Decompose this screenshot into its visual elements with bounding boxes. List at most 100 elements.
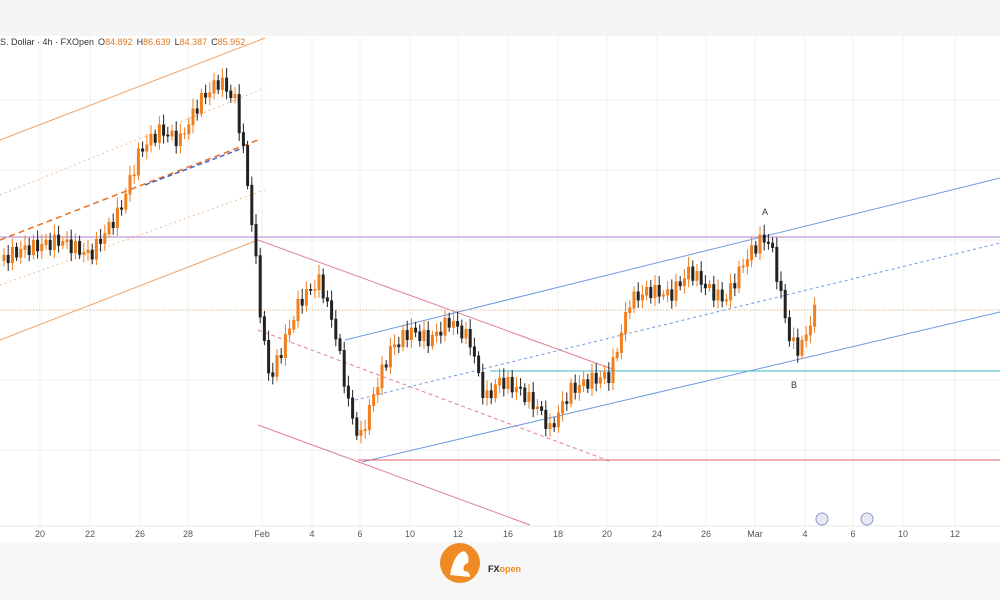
candle-body bbox=[729, 283, 733, 301]
candle-body bbox=[775, 246, 779, 282]
candle-body bbox=[661, 294, 665, 297]
candle-body bbox=[325, 297, 329, 302]
candle-body bbox=[10, 246, 14, 264]
channel-line bbox=[257, 239, 616, 371]
candle-body bbox=[355, 417, 359, 436]
candle-body bbox=[149, 133, 153, 146]
x-tick-label: Mar bbox=[747, 529, 763, 539]
candle-body bbox=[439, 331, 443, 336]
x-tick-label: 20 bbox=[602, 529, 612, 539]
logo-text: FXopen bbox=[488, 564, 521, 574]
candle-body bbox=[346, 385, 350, 399]
event-icons bbox=[815, 512, 874, 526]
candle-body bbox=[657, 284, 661, 297]
x-tick-label: 26 bbox=[135, 529, 145, 539]
candle-body bbox=[766, 241, 770, 244]
candle-body bbox=[40, 243, 44, 252]
candle-body bbox=[183, 133, 187, 135]
event-icon bbox=[860, 512, 874, 526]
candle-body bbox=[313, 289, 317, 291]
candle-body bbox=[703, 283, 707, 289]
candles bbox=[2, 68, 817, 444]
x-tick-label: 10 bbox=[898, 529, 908, 539]
candle-body bbox=[611, 357, 615, 384]
candle-body bbox=[69, 239, 73, 254]
candle-body bbox=[61, 241, 65, 246]
candle-body bbox=[52, 234, 56, 250]
x-tick-label: 28 bbox=[183, 529, 193, 539]
candle-body bbox=[502, 377, 506, 389]
candle-body bbox=[191, 108, 195, 126]
candle-body bbox=[19, 248, 23, 258]
candle-body bbox=[107, 221, 111, 235]
candle-body bbox=[750, 245, 754, 261]
candle-body bbox=[808, 325, 812, 336]
candle-body bbox=[640, 294, 644, 301]
candle-body bbox=[653, 284, 657, 299]
candle-body bbox=[804, 334, 808, 341]
candle-body bbox=[309, 289, 313, 291]
candle-body bbox=[607, 372, 611, 384]
candle-body bbox=[552, 423, 556, 428]
candle-body bbox=[489, 390, 493, 399]
candle-body bbox=[577, 384, 581, 393]
candle-body bbox=[288, 328, 292, 336]
candle-body bbox=[670, 289, 674, 301]
candle-body bbox=[523, 387, 527, 402]
x-tick-label: 6 bbox=[850, 529, 855, 539]
ohlc-key: H bbox=[137, 37, 144, 47]
footer bbox=[0, 542, 1000, 600]
candle-body bbox=[628, 307, 632, 314]
candle-body bbox=[103, 233, 107, 244]
candle-body bbox=[514, 386, 518, 393]
candle-body bbox=[216, 80, 220, 90]
drawings bbox=[0, 37, 1000, 526]
candle-body bbox=[120, 207, 124, 210]
candle-body bbox=[174, 130, 178, 147]
candle-body bbox=[254, 224, 258, 257]
plot-area bbox=[0, 36, 1000, 542]
candle-body bbox=[540, 406, 544, 411]
candle-body bbox=[745, 259, 749, 267]
candle-body bbox=[582, 379, 586, 386]
candle-body bbox=[48, 239, 52, 250]
candle-body bbox=[792, 337, 796, 342]
candle-body bbox=[220, 77, 224, 90]
candle-body bbox=[342, 349, 346, 387]
candle-body bbox=[262, 316, 266, 341]
candle-body bbox=[762, 234, 766, 243]
candle-body bbox=[115, 207, 119, 229]
x-tick-label: 10 bbox=[405, 529, 415, 539]
symbol: S. Dollar · 4h · FXOpen bbox=[0, 37, 94, 47]
candle-body bbox=[86, 249, 90, 254]
candle-body bbox=[212, 80, 216, 94]
candle-body bbox=[199, 92, 203, 114]
candle-body bbox=[250, 184, 254, 226]
candle-body bbox=[569, 382, 573, 404]
candle-body bbox=[535, 406, 539, 410]
channel-line bbox=[257, 424, 531, 526]
x-tick-label: 24 bbox=[652, 529, 662, 539]
candle-body bbox=[426, 330, 430, 347]
candle-body bbox=[619, 332, 623, 353]
candle-body bbox=[99, 238, 103, 244]
candle-body bbox=[682, 278, 686, 287]
candle-body bbox=[157, 124, 161, 143]
candle-body bbox=[754, 245, 758, 254]
candle-body bbox=[430, 334, 434, 347]
candle-body bbox=[573, 382, 577, 393]
candle-body bbox=[632, 291, 636, 309]
candle-body bbox=[246, 145, 250, 186]
candle-body bbox=[435, 331, 439, 336]
candle-body bbox=[393, 344, 397, 348]
candle-body bbox=[678, 281, 682, 287]
candle-body bbox=[397, 344, 401, 348]
candle-body bbox=[456, 321, 460, 327]
candle-body bbox=[292, 320, 296, 330]
x-tick-label: 20 bbox=[35, 529, 45, 539]
candle-body bbox=[695, 271, 699, 281]
candle-body bbox=[758, 234, 762, 254]
candle-body bbox=[598, 377, 602, 384]
channel-line bbox=[0, 37, 266, 141]
candle-body bbox=[796, 337, 800, 356]
